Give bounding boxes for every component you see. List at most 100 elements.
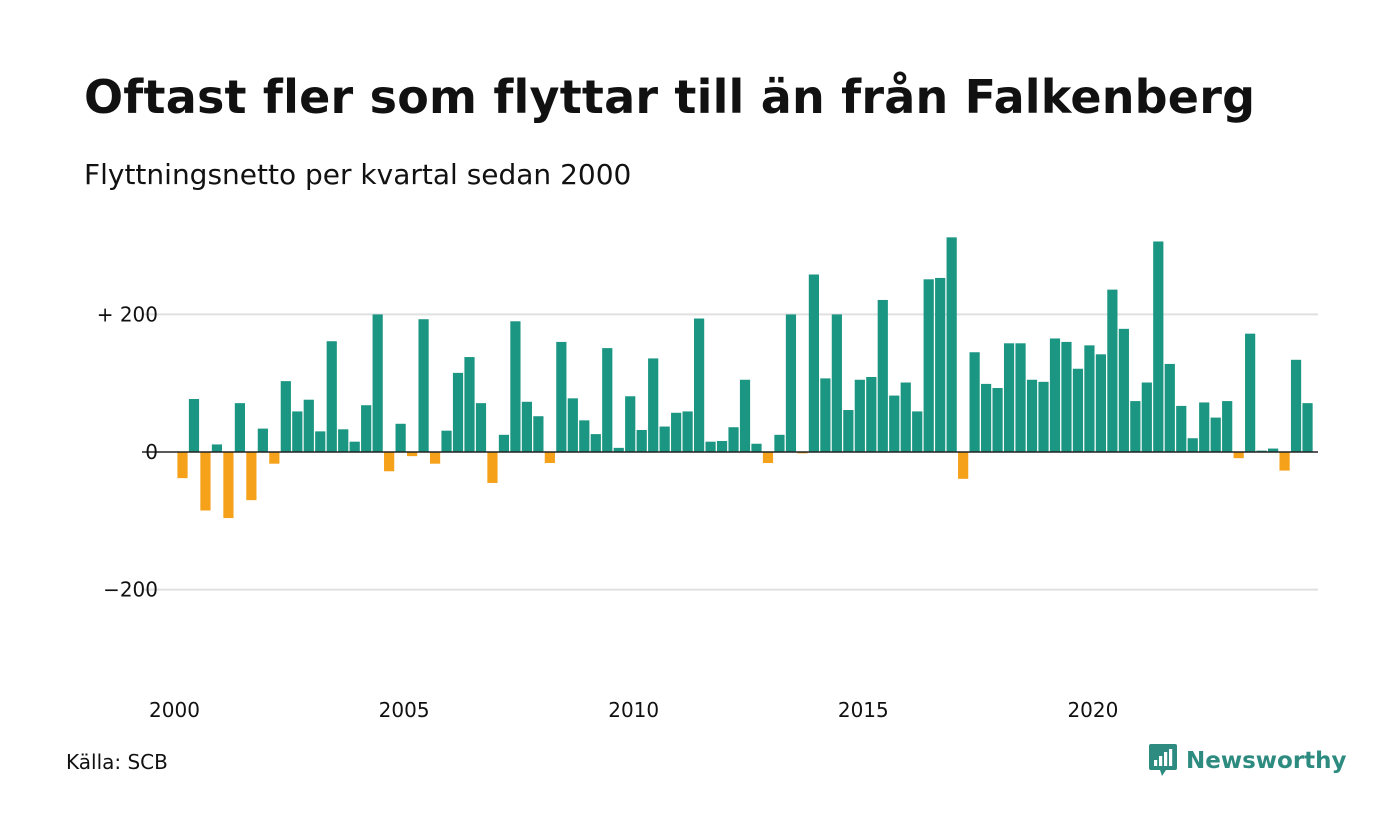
bar-2003-q3: [338, 429, 349, 452]
chart-subtitle: Flyttningsnetto per kvartal sedan 2000: [84, 158, 632, 191]
bar-2022-q3: [1210, 417, 1221, 452]
bar-2006-q2: [464, 357, 475, 452]
bar-2001-q4: [257, 428, 268, 452]
bar-2021-q3: [1164, 363, 1175, 452]
bar-2023-q2: [1245, 333, 1256, 452]
bar-2017-q3: [981, 383, 992, 452]
bar-2015-q2: [877, 299, 888, 452]
bar-2009-q2: [602, 348, 613, 452]
bar-2012-q4: [762, 452, 774, 464]
bar-2009-q1: [590, 434, 601, 452]
bar-2002-q4: [303, 399, 314, 452]
bar-2004-q3: [384, 452, 395, 472]
bar-2009-q3: [613, 447, 624, 452]
bar-2004-q2: [372, 314, 383, 452]
x-tick-label: 2000: [149, 698, 200, 722]
bar-2000-q1: [177, 452, 188, 479]
bar-2019-q4: [1084, 345, 1095, 452]
x-tick-label: 2005: [379, 698, 430, 722]
bar-2005-q1: [407, 452, 418, 457]
bar-2015-q4: [900, 382, 911, 452]
bar-2019-q2: [1061, 341, 1072, 452]
bar-2005-q3: [429, 452, 441, 464]
bar-2022-q4: [1222, 401, 1233, 452]
bar-2000-q2: [188, 399, 200, 452]
x-axis: 2000 2005 2010 2015 2020: [149, 698, 1118, 722]
bar-chart: + 200 0 −200 2000 2005 2010 2015 2020: [97, 237, 1318, 722]
bar-2010-q2: [648, 358, 659, 452]
x-tick-label: 2020: [1067, 698, 1118, 722]
bar-2014-q3: [843, 410, 854, 452]
bar-2013-q4: [808, 274, 819, 452]
bar-2008-q1: [544, 452, 555, 464]
x-tick-label: 2010: [608, 698, 659, 722]
bar-2016-q2: [923, 279, 934, 452]
newsworthy-logo-icon: [1149, 744, 1177, 776]
bar-2019-q1: [1049, 338, 1061, 452]
bar-2020-q1: [1095, 354, 1106, 452]
bar-2008-q2: [556, 341, 567, 452]
bar-2023-q4: [1268, 448, 1279, 452]
bar-2022-q2: [1199, 402, 1210, 452]
brand-name: Newsworthy: [1186, 748, 1347, 774]
y-tick-label: −200: [103, 578, 158, 602]
y-axis: + 200 0 −200: [97, 302, 158, 601]
bar-2005-q2: [418, 319, 429, 452]
bar-2002-q2: [280, 381, 291, 452]
bar-2007-q4: [533, 416, 544, 452]
bar-2017-q2: [969, 352, 980, 452]
bar-2008-q4: [579, 420, 590, 452]
bar-2018-q2: [1015, 343, 1026, 452]
bar-2022-q1: [1187, 438, 1198, 452]
bar-2020-q3: [1118, 328, 1129, 452]
bar-2024-q3: [1302, 403, 1313, 452]
bar-2002-q1: [269, 452, 280, 464]
bar-2001-q3: [246, 452, 257, 501]
bar-2010-q4: [671, 412, 682, 452]
gridlines: [142, 313, 1318, 591]
bar-2007-q2: [510, 321, 521, 452]
bar-2005-q4: [441, 430, 452, 452]
bar-2011-q3: [705, 441, 716, 452]
bar-2016-q3: [935, 277, 946, 452]
bar-2018-q1: [1003, 343, 1015, 452]
y-tick-label: + 200: [97, 302, 158, 326]
bar-2017-q4: [992, 388, 1003, 452]
bar-2011-q4: [716, 440, 728, 452]
bar-2001-q1: [223, 452, 234, 519]
bar-2020-q4: [1130, 401, 1141, 452]
bar-2012-q3: [751, 443, 762, 452]
bar-2015-q1: [866, 377, 877, 452]
bar-2004-q4: [395, 423, 406, 452]
bar-2016-q1: [912, 411, 923, 452]
bar-2023-q1: [1233, 452, 1244, 459]
bar-2014-q1: [820, 378, 831, 452]
bar-2004-q1: [361, 405, 372, 452]
bar-2000-q4: [211, 444, 223, 452]
bar-2003-q2: [326, 341, 337, 452]
bar-2006-q3: [475, 403, 487, 452]
bar-2020-q2: [1107, 289, 1118, 452]
bar-2024-q1: [1279, 452, 1290, 471]
bar-2010-q1: [636, 429, 647, 452]
brand[interactable]: Newsworthy: [1148, 743, 1347, 779]
bar-2013-q1: [774, 434, 785, 452]
bar-2001-q2: [234, 403, 245, 452]
bar-2014-q4: [854, 379, 865, 452]
bar-2000-q3: [200, 452, 211, 511]
chart-title: Oftast fler som flyttar till än från Fal…: [84, 70, 1256, 124]
bar-2007-q3: [521, 401, 532, 452]
bar-2011-q1: [682, 411, 693, 452]
bar-2003-q1: [315, 431, 326, 452]
bar-2017-q1: [958, 452, 969, 479]
bar-2021-q2: [1153, 241, 1164, 452]
bar-2012-q2: [739, 379, 751, 452]
bar-2010-q3: [659, 426, 670, 452]
bar-2011-q2: [694, 318, 705, 452]
bar-2018-q4: [1038, 381, 1049, 452]
bar-2015-q3: [889, 395, 900, 452]
bar-2007-q1: [498, 434, 510, 452]
bar-2019-q3: [1072, 368, 1084, 452]
bar-2014-q2: [831, 314, 842, 452]
bar-2012-q1: [728, 427, 739, 452]
